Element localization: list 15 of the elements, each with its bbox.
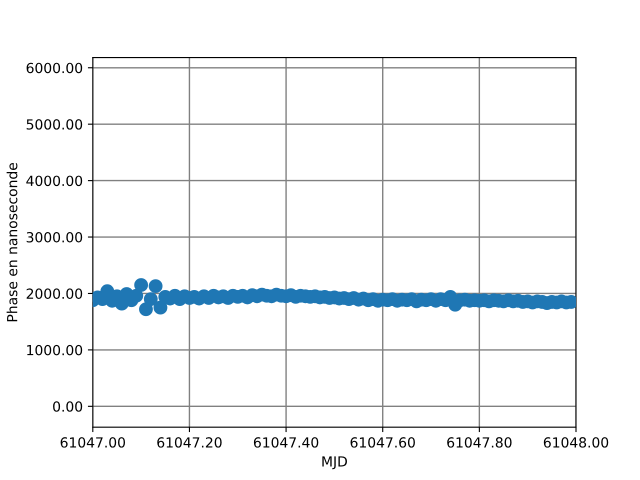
y-tick-label: 6000.00 <box>26 62 82 74</box>
x-tick-label: 61047.80 <box>447 437 512 448</box>
x-tick-label: 61047.60 <box>350 437 415 448</box>
y-tick-label: 5000.00 <box>26 119 82 130</box>
y-tick-label: 2000.00 <box>26 288 82 299</box>
x-tick-label: 61047.40 <box>254 437 318 448</box>
x-axis-title: MJD <box>322 456 347 470</box>
y-tick-label: 1000.00 <box>27 344 82 356</box>
x-tick-label: 61047.00 <box>60 437 126 448</box>
x-tick-label: 61047.20 <box>157 437 222 448</box>
y-tick-label: 4000.00 <box>26 176 82 186</box>
y-axis-title: Phase en nanoseconde <box>6 162 18 322</box>
y-tick-label: 0.00 <box>53 401 82 412</box>
y-tick-label: 3000.00 <box>26 232 82 243</box>
x-tick-label: 61048.00 <box>544 437 608 448</box>
